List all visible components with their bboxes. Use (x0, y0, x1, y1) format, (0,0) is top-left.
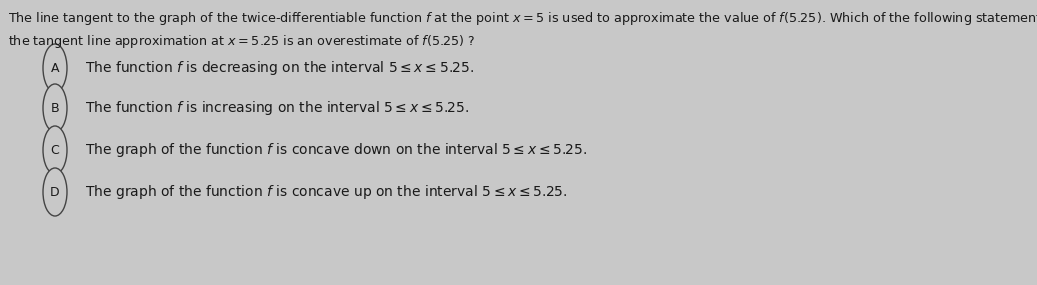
Ellipse shape (43, 44, 67, 92)
Text: A: A (51, 62, 59, 74)
Text: The graph of the function $f$ is concave down on the interval $5 \leq x \leq 5.2: The graph of the function $f$ is concave… (85, 141, 587, 159)
Text: the tangent line approximation at $x = 5.25$ is an overestimate of $f(5.25)$ ?: the tangent line approximation at $x = 5… (8, 33, 476, 50)
Text: D: D (50, 186, 60, 198)
Text: B: B (51, 101, 59, 115)
Text: The function $f$ is decreasing on the interval $5 \leq x \leq 5.25$.: The function $f$ is decreasing on the in… (85, 59, 474, 77)
Ellipse shape (43, 126, 67, 174)
Text: The line tangent to the graph of the twice-differentiable function $f$ at the po: The line tangent to the graph of the twi… (8, 10, 1037, 27)
Text: The function $f$ is increasing on the interval $5 \leq x \leq 5.25$.: The function $f$ is increasing on the in… (85, 99, 470, 117)
Ellipse shape (43, 168, 67, 216)
Text: C: C (51, 144, 59, 156)
Text: The graph of the function $f$ is concave up on the interval $5 \leq x \leq 5.25$: The graph of the function $f$ is concave… (85, 183, 567, 201)
Ellipse shape (43, 84, 67, 132)
